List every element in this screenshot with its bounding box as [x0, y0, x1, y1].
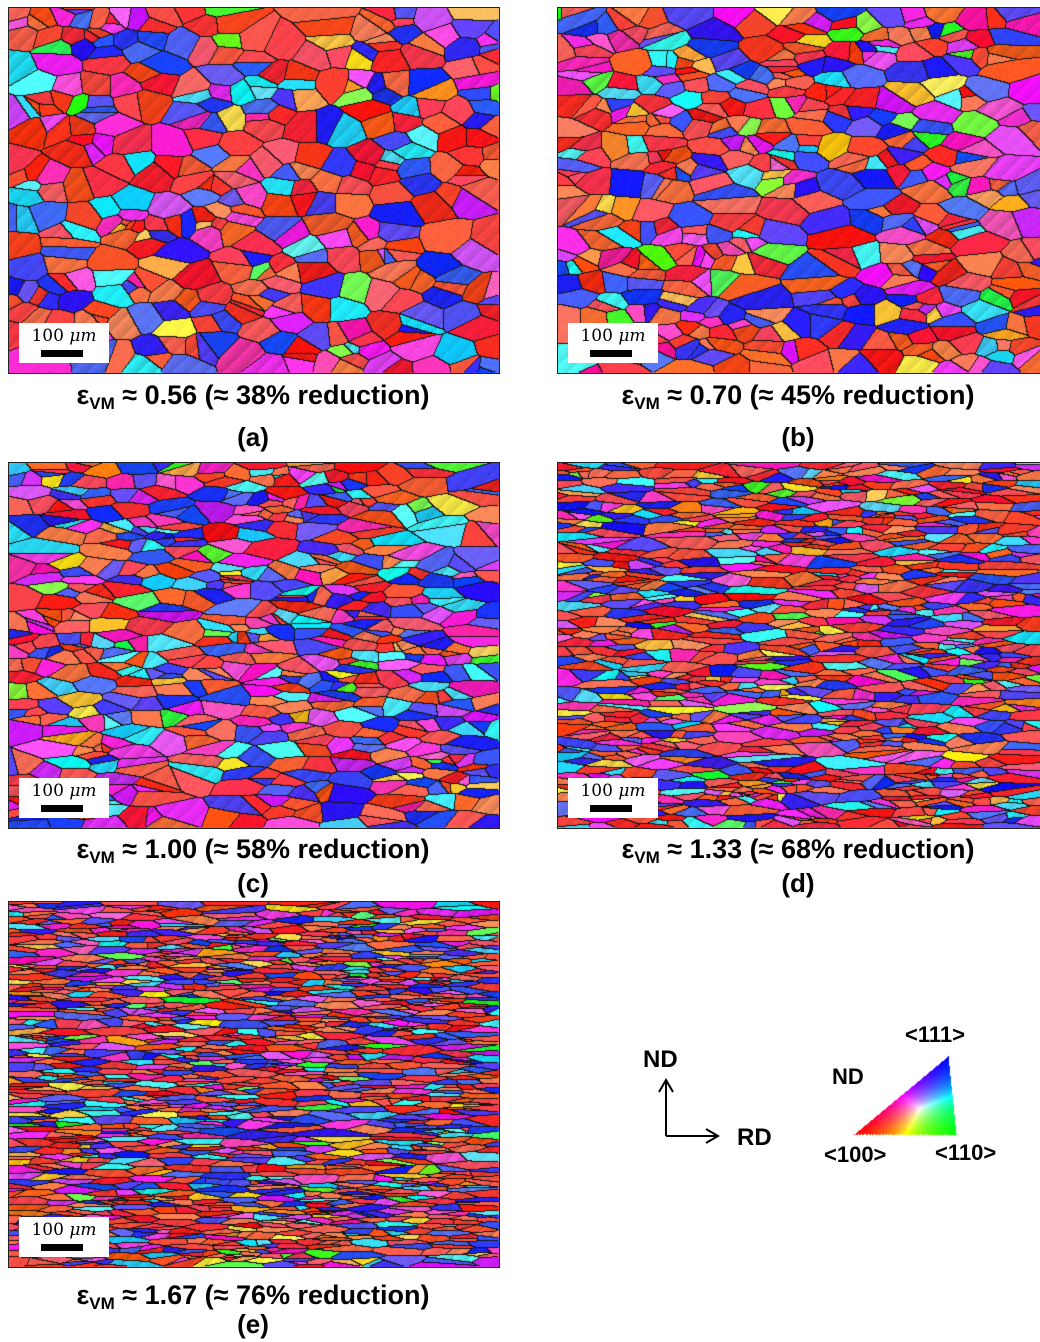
ipf-label-110: <110>	[935, 1140, 997, 1165]
scale-bar-value: 100	[580, 781, 613, 801]
panel-letter-d: (d)	[781, 868, 815, 898]
orientation-map	[558, 8, 1040, 373]
scale-bar-unit: μm	[69, 781, 97, 801]
caption-a: εVM ≈ 0.56 (≈ 38% reduction)	[76, 380, 430, 413]
caption-b: εVM ≈ 0.70 (≈ 45% reduction)	[621, 380, 975, 413]
scale-bar: 100 μm	[19, 1217, 109, 1257]
ipf-color-triangle	[850, 1050, 962, 1140]
caption-d: εVM ≈ 1.33 (≈ 68% reduction)	[621, 834, 975, 867]
ebsd-map-e: 100 μm	[8, 901, 500, 1268]
scale-bar-value: 100	[580, 326, 613, 346]
scale-bar: 100 μm	[19, 323, 109, 363]
scale-bar-line	[41, 805, 83, 812]
scale-bar-unit: μm	[69, 326, 97, 346]
ipf-label-100: <100>	[824, 1142, 887, 1167]
rd-axis-label: RD	[737, 1124, 772, 1151]
ebsd-map-c: 100 μm	[8, 462, 500, 829]
scale-bar-value: 100	[31, 1220, 64, 1240]
ebsd-map-b: 100 μm	[557, 7, 1040, 374]
scale-bar-line	[590, 805, 632, 812]
orientation-map	[9, 8, 499, 373]
panel-letter-c: (c)	[237, 868, 269, 898]
ebsd-map-d: 100 μm	[557, 462, 1040, 829]
panel-letter-b: (b)	[781, 422, 815, 452]
scale-bar-unit: μm	[618, 781, 646, 801]
scale-bar-line	[41, 1244, 83, 1251]
nd-axis-label: ND	[643, 1046, 678, 1073]
orientation-map	[9, 902, 499, 1267]
scale-bar-line	[41, 350, 83, 357]
scale-bar-line	[590, 350, 632, 357]
panel-letter-a: (a)	[237, 422, 269, 452]
scale-bar-value: 100	[31, 326, 64, 346]
scale-bar-value: 100	[31, 781, 64, 801]
scale-bar-unit: μm	[618, 326, 646, 346]
caption-e: εVM ≈ 1.67 (≈ 76% reduction)	[76, 1280, 430, 1313]
sample-axes	[658, 1078, 720, 1144]
ebsd-map-a: 100 μm	[8, 7, 500, 374]
scale-bar: 100 μm	[19, 778, 109, 818]
panel-letter-e: (e)	[237, 1309, 269, 1339]
orientation-map	[9, 463, 499, 828]
orientation-map	[558, 463, 1040, 828]
scale-bar-unit: μm	[69, 1220, 97, 1240]
caption-c: εVM ≈ 1.00 (≈ 58% reduction)	[76, 834, 430, 867]
scale-bar: 100 μm	[568, 778, 658, 818]
scale-bar: 100 μm	[568, 323, 658, 363]
ipf-title: ND	[832, 1064, 864, 1089]
ipf-label-111: <111>	[905, 1022, 965, 1047]
